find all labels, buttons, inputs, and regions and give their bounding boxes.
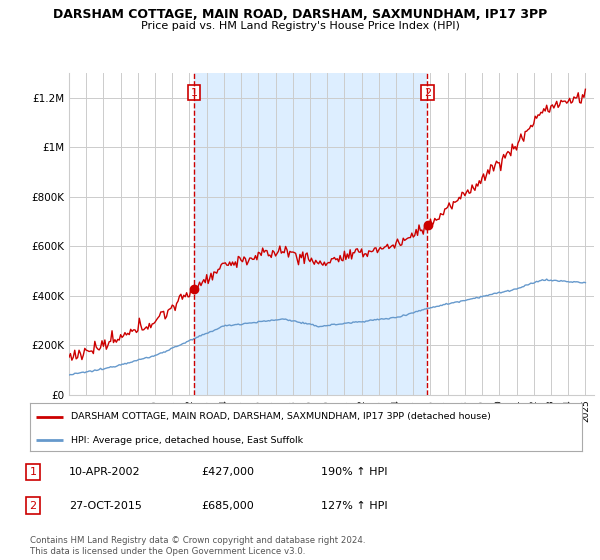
Text: 127% ↑ HPI: 127% ↑ HPI	[321, 501, 388, 511]
Text: 2: 2	[29, 501, 37, 511]
Text: 1: 1	[29, 467, 37, 477]
Text: Contains HM Land Registry data © Crown copyright and database right 2024.
This d: Contains HM Land Registry data © Crown c…	[30, 536, 365, 556]
Text: 10-APR-2002: 10-APR-2002	[69, 467, 140, 477]
Text: £685,000: £685,000	[201, 501, 254, 511]
Text: DARSHAM COTTAGE, MAIN ROAD, DARSHAM, SAXMUNDHAM, IP17 3PP: DARSHAM COTTAGE, MAIN ROAD, DARSHAM, SAX…	[53, 8, 547, 21]
Bar	[194, 73, 427, 395]
Text: £427,000: £427,000	[201, 467, 254, 477]
Text: DARSHAM COTTAGE, MAIN ROAD, DARSHAM, SAXMUNDHAM, IP17 3PP (detached house): DARSHAM COTTAGE, MAIN ROAD, DARSHAM, SAX…	[71, 412, 491, 421]
Text: 190% ↑ HPI: 190% ↑ HPI	[321, 467, 388, 477]
Text: HPI: Average price, detached house, East Suffolk: HPI: Average price, detached house, East…	[71, 436, 304, 445]
Text: Price paid vs. HM Land Registry's House Price Index (HPI): Price paid vs. HM Land Registry's House …	[140, 21, 460, 31]
Text: 27-OCT-2015: 27-OCT-2015	[69, 501, 142, 511]
Text: 2: 2	[424, 87, 431, 97]
Text: 1: 1	[191, 87, 197, 97]
